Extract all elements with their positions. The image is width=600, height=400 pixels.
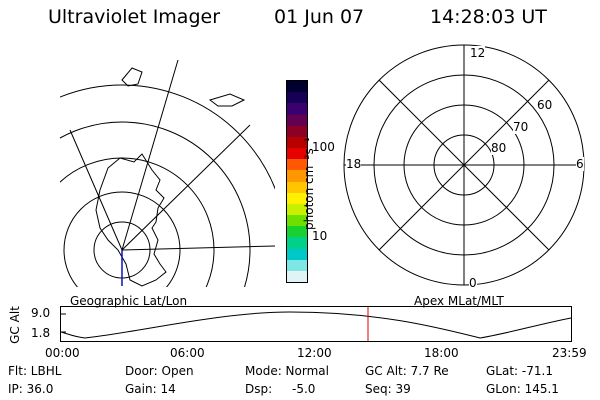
- altitude-frame: [60, 306, 572, 342]
- mlat-label-80: 80: [491, 141, 507, 155]
- geographic-panel-label: Geographic Lat/Lon: [70, 294, 188, 308]
- dsp-value: -5.0: [292, 382, 316, 396]
- geo-lat-circle: [63, 191, 181, 287]
- door-status: Door: Open: [125, 364, 194, 378]
- coastline: [95, 153, 167, 287]
- mlat-label-60: 60: [537, 98, 553, 112]
- mlt-label-18: 18: [346, 157, 362, 171]
- geo-meridian: [121, 59, 179, 251]
- altitude-ytick-low: 1.8: [31, 326, 51, 340]
- seq-status: Seq: 39: [365, 382, 411, 396]
- observation-time: 14:28:03 UT: [430, 6, 547, 28]
- altitude-plot: [60, 306, 572, 342]
- colorbar-tick-10: 10: [312, 229, 328, 243]
- colorbar-segment: [287, 259, 307, 271]
- colorbar-segment: [287, 237, 307, 249]
- geo-lat-circle: [60, 157, 215, 287]
- mlt-label-12: 12: [470, 46, 486, 60]
- colorbar-segment: [287, 136, 307, 149]
- colorbar-segment: [287, 226, 307, 238]
- instrument-title: Ultraviolet Imager: [48, 6, 221, 28]
- geographic-map: [60, 59, 275, 287]
- observation-date: 01 Jun 07: [274, 6, 365, 28]
- mlat-label-70: 70: [513, 120, 529, 134]
- colorbar-title: photon cm⁻²s⁻¹: [302, 137, 316, 230]
- colorbar-segment: [287, 192, 307, 204]
- colorbar-segment: [287, 159, 307, 171]
- glon-status: GLon: 145.1: [486, 382, 559, 396]
- altitude-xtick: 12:00: [297, 346, 332, 360]
- coastline: [208, 93, 246, 107]
- altitude-xtick: 00:00: [45, 346, 80, 360]
- altitude-curve: [60, 311, 572, 339]
- colorbar-segment: [287, 125, 307, 137]
- altitude-xtick: 06:00: [170, 346, 205, 360]
- gc-alt-status: GC Alt: 7.7 Re: [365, 364, 449, 378]
- colorbar-segment: [287, 114, 307, 126]
- coastline: [121, 67, 143, 87]
- geo-lat-circle: [60, 84, 275, 190]
- colorbar-segment: [287, 203, 307, 216]
- apex-panel-label: Apex MLat/MLT: [414, 294, 504, 308]
- mode-status: Mode: Normal: [245, 364, 329, 378]
- glat-status: GLat: -71.1: [486, 364, 553, 378]
- geo-meridian: [69, 129, 123, 251]
- colorbar-segment: [287, 248, 307, 260]
- altitude-axis-label: GC Alt: [8, 306, 22, 344]
- colorbar-segment: [287, 92, 307, 104]
- mlt-label-0: 0: [469, 276, 477, 290]
- colorbar-segment: [287, 181, 307, 193]
- colorbar-segment: [287, 170, 307, 182]
- colorbar-segment: [287, 215, 307, 227]
- mlt-label-6: 6: [576, 157, 584, 171]
- colorbar-segment: [287, 103, 307, 115]
- altitude-xtick: 23:59: [552, 346, 587, 360]
- altitude-xtick: 18:00: [424, 346, 459, 360]
- ip-status: IP: 36.0: [8, 382, 54, 396]
- gain-status: Gain: 14: [125, 382, 176, 396]
- dsp-label: Dsp:: [245, 382, 273, 396]
- colorbar-segment: [287, 270, 307, 283]
- filter-status: Flt: LBHL: [8, 364, 62, 378]
- geo-meridian: [121, 245, 275, 251]
- colorbar-segment: [287, 148, 307, 160]
- colorbar-tick-100: 100: [312, 140, 335, 154]
- colorbar: [286, 80, 308, 283]
- colorbar-segment: [287, 81, 307, 93]
- geo-lat-circle: [60, 121, 251, 287]
- mlt-line: [378, 79, 550, 251]
- polar-plot: [343, 44, 585, 286]
- altitude-ytick-high: 9.0: [31, 306, 51, 320]
- geo-meridian: [121, 124, 251, 251]
